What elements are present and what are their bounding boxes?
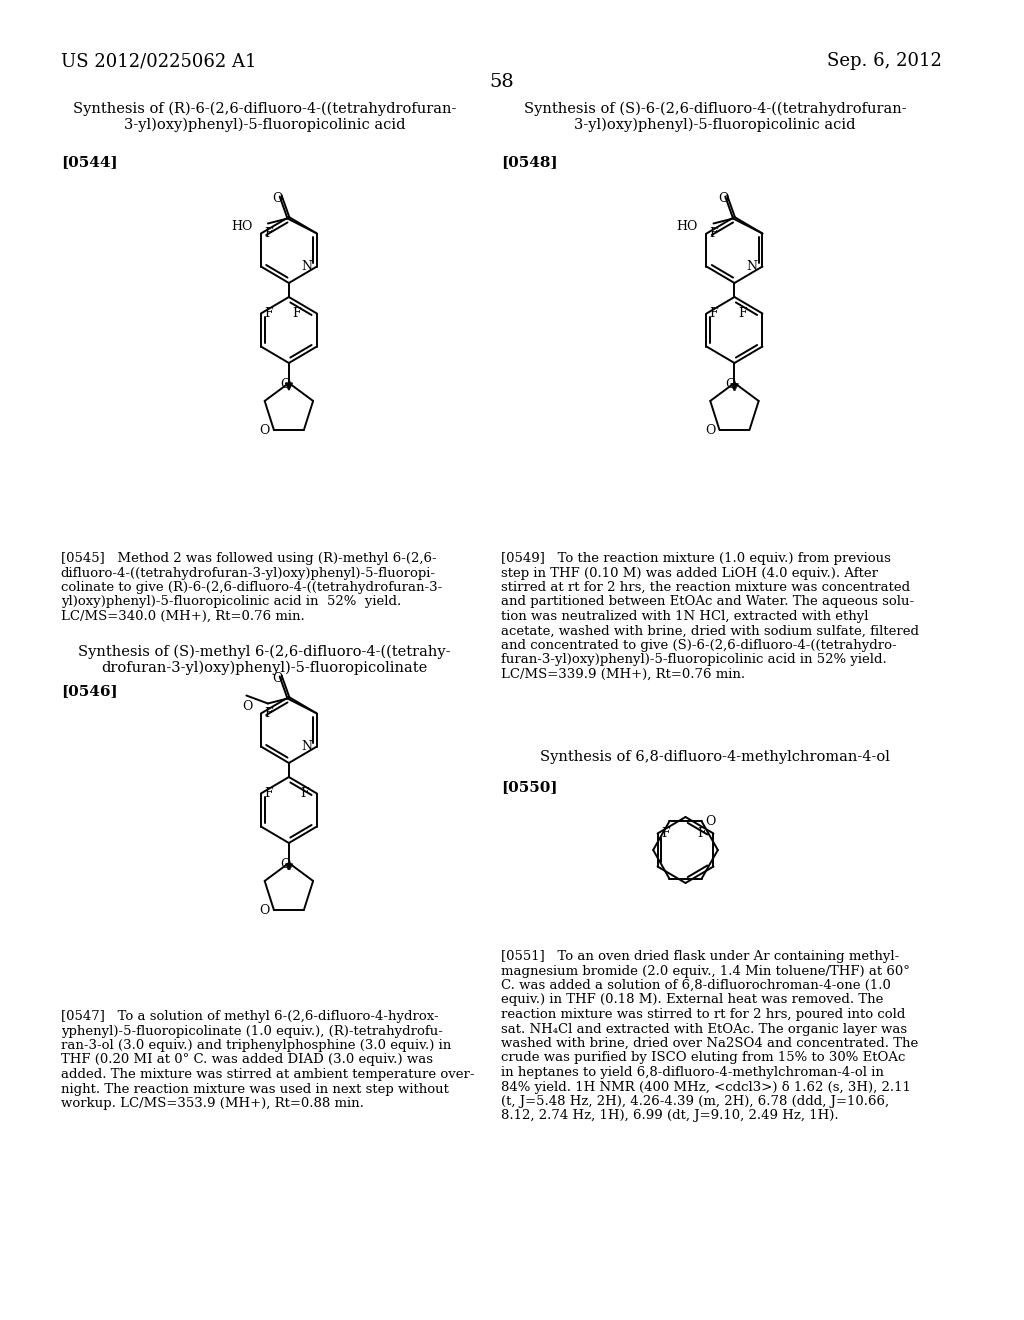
Text: F: F	[293, 308, 301, 319]
Text: O: O	[272, 672, 283, 685]
Text: Synthesis of (S)-methyl 6-(2,6-difluoro-4-((tetrahy-: Synthesis of (S)-methyl 6-(2,6-difluoro-…	[78, 645, 451, 660]
Text: washed with brine, dried over Na2SO4 and concentrated. The: washed with brine, dried over Na2SO4 and…	[502, 1038, 919, 1049]
Text: F: F	[662, 828, 670, 840]
Text: F: F	[264, 708, 272, 719]
Text: O: O	[272, 191, 283, 205]
Text: 8.12, 2.74 Hz, 1H), 6.99 (dt, J=9.10, 2.49 Hz, 1H).: 8.12, 2.74 Hz, 1H), 6.99 (dt, J=9.10, 2.…	[502, 1110, 839, 1122]
Text: F: F	[264, 308, 272, 319]
Text: ran-3-ol (3.0 equiv.) and triphenylphosphine (3.0 equiv.) in: ran-3-ol (3.0 equiv.) and triphenylphosp…	[60, 1039, 451, 1052]
Text: [0550]: [0550]	[502, 780, 558, 795]
Text: LC/MS=339.9 (MH+), Rt=0.76 min.: LC/MS=339.9 (MH+), Rt=0.76 min.	[502, 668, 745, 681]
Text: C. was added a solution of 6,8-difluorochroman-4-one (1.0: C. was added a solution of 6,8-difluoroc…	[502, 979, 891, 993]
Text: furan-3-yl)oxy)phenyl)-5-fluoropicolinic acid in 52% yield.: furan-3-yl)oxy)phenyl)-5-fluoropicolinic…	[502, 653, 887, 667]
Text: Synthesis of 6,8-difluoro-4-methylchroman-4-ol: Synthesis of 6,8-difluoro-4-methylchroma…	[540, 750, 890, 764]
Text: 3-yl)oxy)phenyl)-5-fluoropicolinic acid: 3-yl)oxy)phenyl)-5-fluoropicolinic acid	[124, 117, 406, 132]
Text: O: O	[718, 191, 728, 205]
Text: N: N	[301, 741, 312, 752]
Text: magnesium bromide (2.0 equiv., 1.4 Min toluene/THF) at 60°: magnesium bromide (2.0 equiv., 1.4 Min t…	[502, 965, 910, 978]
Text: O: O	[725, 379, 735, 392]
Text: [0546]: [0546]	[60, 684, 118, 698]
Text: O: O	[280, 858, 290, 871]
Text: reaction mixture was stirred to rt for 2 hrs, poured into cold: reaction mixture was stirred to rt for 2…	[502, 1008, 906, 1020]
Text: crude was purified by ISCO eluting from 15% to 30% EtOAc: crude was purified by ISCO eluting from …	[502, 1052, 906, 1064]
Text: [0548]: [0548]	[502, 154, 558, 169]
Text: Synthesis of (R)-6-(2,6-difluoro-4-((tetrahydrofuran-: Synthesis of (R)-6-(2,6-difluoro-4-((tet…	[73, 102, 456, 116]
Text: yl)oxy)phenyl)-5-fluoropicolinic acid in  52%  yield.: yl)oxy)phenyl)-5-fluoropicolinic acid in…	[60, 595, 401, 609]
Text: F: F	[710, 308, 718, 319]
Text: added. The mixture was stirred at ambient temperature over-: added. The mixture was stirred at ambien…	[60, 1068, 474, 1081]
Text: 58: 58	[489, 73, 514, 91]
Text: HO: HO	[230, 220, 252, 234]
Text: O: O	[280, 379, 290, 392]
Text: O: O	[242, 700, 252, 713]
Text: O: O	[260, 903, 270, 916]
Text: and concentrated to give (S)-6-(2,6-difluoro-4-((tetrahydro-: and concentrated to give (S)-6-(2,6-difl…	[502, 639, 897, 652]
Text: difluoro-4-((tetrahydrofuran-3-yl)oxy)phenyl)-5-fluoropi-: difluoro-4-((tetrahydrofuran-3-yl)oxy)ph…	[60, 566, 436, 579]
Text: Synthesis of (S)-6-(2,6-difluoro-4-((tetrahydrofuran-: Synthesis of (S)-6-(2,6-difluoro-4-((tet…	[523, 102, 906, 116]
Text: F: F	[264, 227, 272, 240]
Text: HO: HO	[677, 220, 697, 234]
Text: night. The reaction mixture was used in next step without: night. The reaction mixture was used in …	[60, 1082, 449, 1096]
Text: N: N	[746, 260, 758, 273]
Text: yphenyl)-5-fluoropicolinate (1.0 equiv.), (R)-tetrahydrofu-: yphenyl)-5-fluoropicolinate (1.0 equiv.)…	[60, 1024, 442, 1038]
Text: US 2012/0225062 A1: US 2012/0225062 A1	[60, 51, 256, 70]
Text: F: F	[264, 787, 272, 800]
Text: O: O	[706, 814, 716, 828]
Text: (t, J=5.48 Hz, 2H), 4.26-4.39 (m, 2H), 6.78 (ddd, J=10.66,: (t, J=5.48 Hz, 2H), 4.26-4.39 (m, 2H), 6…	[502, 1096, 890, 1107]
Text: N: N	[301, 260, 312, 273]
Text: O: O	[260, 424, 270, 437]
Text: workup. LC/MS=353.9 (MH+), Rt=0.88 min.: workup. LC/MS=353.9 (MH+), Rt=0.88 min.	[60, 1097, 364, 1110]
Polygon shape	[286, 383, 292, 389]
Text: 3-yl)oxy)phenyl)-5-fluoropicolinic acid: 3-yl)oxy)phenyl)-5-fluoropicolinic acid	[574, 117, 856, 132]
Text: 84% yield. 1H NMR (400 MHz, <cdcl3>) δ 1.62 (s, 3H), 2.11: 84% yield. 1H NMR (400 MHz, <cdcl3>) δ 1…	[502, 1081, 911, 1093]
Text: F: F	[710, 227, 718, 240]
Text: sat. NH₄Cl and extracted with EtOAc. The organic layer was: sat. NH₄Cl and extracted with EtOAc. The…	[502, 1023, 907, 1035]
Text: [0545]   Method 2 was followed using (R)-methyl 6-(2,6-: [0545] Method 2 was followed using (R)-m…	[60, 552, 436, 565]
Text: LC/MS=340.0 (MH+), Rt=0.76 min.: LC/MS=340.0 (MH+), Rt=0.76 min.	[60, 610, 304, 623]
Text: [0544]: [0544]	[60, 154, 118, 169]
Text: [0547]   To a solution of methyl 6-(2,6-difluoro-4-hydrox-: [0547] To a solution of methyl 6-(2,6-di…	[60, 1010, 438, 1023]
Text: F: F	[300, 787, 309, 800]
Text: F: F	[697, 828, 706, 840]
Text: [0549]   To the reaction mixture (1.0 equiv.) from previous: [0549] To the reaction mixture (1.0 equi…	[502, 552, 891, 565]
Text: colinate to give (R)-6-(2,6-difluoro-4-((tetrahydrofuran-3-: colinate to give (R)-6-(2,6-difluoro-4-(…	[60, 581, 442, 594]
Text: and partitioned between EtOAc and Water. The aqueous solu-: and partitioned between EtOAc and Water.…	[502, 595, 914, 609]
Text: in heptanes to yield 6,8-difluoro-4-methylchroman-4-ol in: in heptanes to yield 6,8-difluoro-4-meth…	[502, 1067, 885, 1078]
Text: tion was neutralized with 1N HCl, extracted with ethyl: tion was neutralized with 1N HCl, extrac…	[502, 610, 869, 623]
Text: [0551]   To an oven dried flask under Ar containing methyl-: [0551] To an oven dried flask under Ar c…	[502, 950, 900, 964]
Text: step in THF (0.10 M) was added LiOH (4.0 equiv.). After: step in THF (0.10 M) was added LiOH (4.0…	[502, 566, 879, 579]
Text: stirred at rt for 2 hrs, the reaction mixture was concentrated: stirred at rt for 2 hrs, the reaction mi…	[502, 581, 910, 594]
Text: Sep. 6, 2012: Sep. 6, 2012	[827, 51, 942, 70]
Text: O: O	[706, 424, 716, 437]
Text: equiv.) in THF (0.18 M). External heat was removed. The: equiv.) in THF (0.18 M). External heat w…	[502, 994, 884, 1006]
Text: drofuran-3-yl)oxy)phenyl)-5-fluoropicolinate: drofuran-3-yl)oxy)phenyl)-5-fluoropicoli…	[101, 661, 428, 676]
Text: F: F	[738, 308, 746, 319]
Text: acetate, washed with brine, dried with sodium sulfate, filtered: acetate, washed with brine, dried with s…	[502, 624, 920, 638]
Text: THF (0.20 MI at 0° C. was added DIAD (3.0 equiv.) was: THF (0.20 MI at 0° C. was added DIAD (3.…	[60, 1053, 433, 1067]
